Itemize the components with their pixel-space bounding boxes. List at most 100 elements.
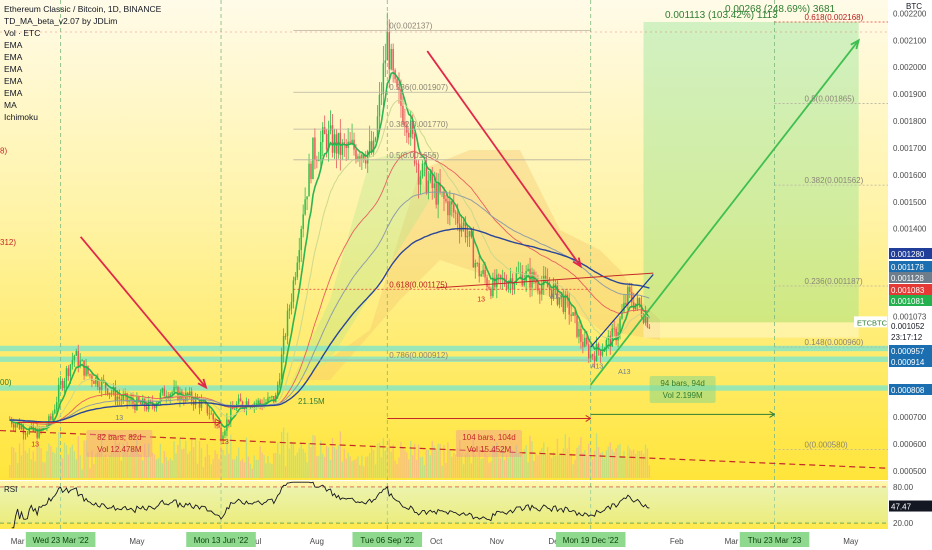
volume-bar bbox=[368, 452, 371, 478]
legend-indicator[interactable]: Vol · ETC bbox=[4, 28, 41, 38]
candle-body bbox=[230, 407, 232, 423]
volume-bar bbox=[578, 445, 580, 478]
volume-bar bbox=[259, 446, 261, 478]
volume-bar bbox=[609, 442, 611, 478]
candle-body bbox=[378, 94, 381, 117]
legend-indicator[interactable]: EMA bbox=[4, 76, 23, 86]
candle-body bbox=[14, 424, 17, 428]
volume-bar bbox=[629, 448, 631, 478]
volume-bar bbox=[410, 440, 412, 478]
candle-body bbox=[200, 400, 203, 408]
candle-body bbox=[570, 314, 572, 316]
candle-body bbox=[308, 163, 310, 197]
candle-body bbox=[486, 277, 488, 287]
candle-mark: A13 bbox=[550, 294, 563, 301]
volume-bar bbox=[384, 450, 387, 478]
candle-body bbox=[320, 142, 322, 160]
candle-body bbox=[18, 422, 21, 430]
candle-body bbox=[615, 328, 617, 341]
volume-bar bbox=[134, 451, 136, 478]
candle-body bbox=[584, 337, 586, 347]
volume-bar bbox=[179, 437, 181, 478]
legend-indicator[interactable]: Ichimoku bbox=[4, 112, 39, 122]
candle-body bbox=[118, 396, 121, 399]
volume-bar bbox=[104, 454, 107, 478]
candle-body bbox=[427, 180, 430, 194]
volume-bar bbox=[161, 463, 164, 478]
candle-body bbox=[280, 354, 283, 380]
trend-line bbox=[0, 429, 889, 469]
price-badge bbox=[889, 320, 932, 331]
volume-bar bbox=[503, 460, 506, 478]
volume-bar bbox=[202, 467, 205, 478]
candle-body bbox=[97, 377, 99, 387]
candle-body bbox=[638, 298, 641, 305]
time-tick: Mar bbox=[11, 537, 25, 546]
volume-bar bbox=[488, 462, 490, 478]
volume-bar bbox=[99, 449, 101, 478]
volume-bar bbox=[290, 441, 293, 478]
volume-bar bbox=[112, 449, 115, 478]
candle-body bbox=[316, 159, 318, 161]
candle-body bbox=[321, 127, 324, 143]
candle-body bbox=[642, 316, 645, 323]
time-highlight-label: Mon 19 Dec '22 bbox=[563, 536, 619, 545]
price-tick: 0.002200 bbox=[893, 9, 927, 18]
volume-bar bbox=[433, 445, 435, 478]
price-badge bbox=[889, 261, 932, 272]
symbol-label: ETCBTC bbox=[857, 318, 888, 327]
volume-bar bbox=[562, 448, 564, 478]
candle-body bbox=[57, 384, 60, 403]
candle-body bbox=[95, 377, 97, 384]
legend-indicator[interactable]: EMA bbox=[4, 40, 23, 50]
price-badge-label: 0.001083 bbox=[891, 286, 925, 295]
candle-body bbox=[613, 328, 615, 330]
volume-bar bbox=[163, 451, 165, 478]
legend-indicator[interactable]: EMA bbox=[4, 88, 23, 98]
candle-body bbox=[212, 413, 214, 420]
volume-bar bbox=[633, 449, 635, 478]
candle-body bbox=[599, 350, 602, 356]
legend-indicator[interactable]: EMA bbox=[4, 64, 23, 74]
candle-body bbox=[556, 282, 559, 305]
volume-bar bbox=[523, 449, 525, 478]
volume-bar bbox=[65, 445, 68, 478]
volume-bar bbox=[146, 455, 148, 478]
volume-bar bbox=[296, 452, 298, 478]
candle-body bbox=[300, 228, 302, 251]
volume-bar bbox=[486, 455, 488, 478]
volume-bar bbox=[545, 453, 547, 478]
volume-bar bbox=[484, 453, 486, 478]
volume-bar bbox=[251, 468, 254, 478]
volume-bar bbox=[490, 461, 492, 478]
candle-body bbox=[382, 63, 385, 94]
candle-body bbox=[222, 435, 224, 440]
legend-indicator[interactable]: EMA bbox=[4, 52, 23, 62]
time-highlight bbox=[555, 532, 626, 547]
candle-body bbox=[77, 351, 79, 367]
candle-body bbox=[425, 163, 428, 194]
legend-indicator[interactable]: TD_MA_beta_v2.07 by JDLim bbox=[4, 16, 118, 26]
volume-bar bbox=[425, 449, 428, 478]
candle-body bbox=[402, 105, 404, 123]
candle-body bbox=[417, 163, 420, 185]
volume-bar bbox=[615, 448, 617, 478]
rsi-tick: 20.00 bbox=[893, 519, 914, 528]
volume-bar bbox=[419, 457, 422, 478]
volume-bar bbox=[147, 443, 150, 478]
candle-body bbox=[69, 364, 72, 377]
volume-bar bbox=[67, 454, 70, 478]
volume-bar bbox=[345, 458, 347, 478]
candle-body bbox=[458, 223, 461, 232]
candle-body bbox=[83, 360, 85, 376]
candle-body bbox=[302, 214, 304, 229]
candle-body bbox=[572, 312, 574, 316]
legend-indicator[interactable]: MA bbox=[4, 100, 17, 110]
candle-body bbox=[623, 302, 625, 312]
price-tick: 0.001400 bbox=[893, 225, 927, 234]
candle-body bbox=[361, 154, 363, 160]
candle-body bbox=[527, 268, 529, 272]
candle-body bbox=[593, 356, 596, 362]
volume-bar bbox=[13, 447, 15, 478]
